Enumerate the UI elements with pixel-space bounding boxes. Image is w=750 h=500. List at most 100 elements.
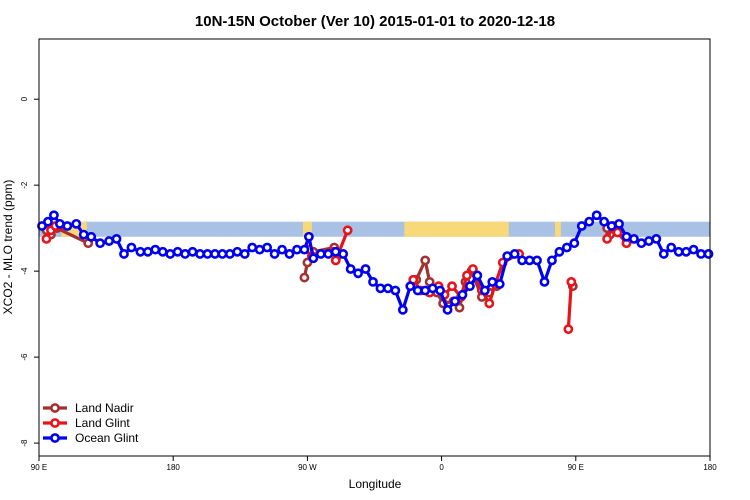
- data-point: [636, 238, 647, 249]
- data-point: [142, 246, 153, 257]
- data-point: [666, 242, 677, 253]
- y-tick-label: -2: [20, 181, 29, 189]
- data-point: [484, 298, 495, 309]
- data-point: [135, 246, 146, 257]
- y-tick-label: -6: [20, 353, 29, 361]
- data-point: [563, 324, 574, 335]
- data-point: [602, 234, 613, 244]
- data-point: [554, 246, 565, 257]
- data-point: [43, 216, 53, 227]
- legend-item-land-glint: Land Glint: [43, 416, 130, 430]
- legend-marker: [50, 418, 60, 428]
- data-point: [119, 249, 129, 259]
- data-point: [569, 238, 580, 249]
- data-point: [390, 285, 401, 296]
- legend-item-ocean-glint: Ocean Glint: [43, 431, 139, 445]
- data-point: [277, 244, 287, 255]
- series-ocean-glint: [37, 210, 714, 315]
- data-point: [232, 246, 243, 257]
- data-point: [532, 255, 542, 266]
- data-point: [269, 249, 280, 259]
- data-point: [54, 218, 65, 229]
- x-tick-label: 90 W: [298, 463, 317, 472]
- land-segment: [554, 221, 561, 237]
- legend-marker: [50, 403, 60, 413]
- data-point: [284, 249, 295, 259]
- data-point: [651, 234, 662, 244]
- data-point: [465, 281, 475, 292]
- data-point: [303, 231, 314, 242]
- x-axis-label: Longitude: [349, 477, 402, 491]
- data-point: [210, 249, 220, 259]
- data-point: [566, 276, 577, 287]
- data-point: [468, 264, 478, 274]
- data-point: [323, 249, 334, 259]
- data-point: [345, 264, 356, 274]
- data-point: [315, 249, 326, 259]
- data-point: [375, 283, 386, 294]
- data-point: [517, 255, 528, 266]
- data-point: [217, 249, 228, 259]
- x-tick-label: 180: [167, 463, 181, 472]
- data-point: [247, 242, 258, 253]
- data-point: [612, 227, 623, 238]
- data-point: [614, 218, 624, 229]
- data-point: [658, 249, 669, 259]
- y-tick-label: -4: [20, 267, 29, 275]
- data-point: [547, 255, 557, 266]
- chart-title: 10N-15N October (Ver 10) 2015-01-01 to 2…: [195, 13, 555, 30]
- data-point: [427, 283, 438, 294]
- data-point: [561, 242, 572, 253]
- data-point: [576, 221, 587, 231]
- data-point: [308, 253, 319, 264]
- legend-label: Ocean Glint: [75, 431, 139, 445]
- data-point: [383, 283, 393, 294]
- x-tick-label: 90 E: [568, 463, 584, 472]
- data-point: [420, 285, 431, 296]
- legend-item-land-nadir: Land Nadir: [43, 401, 134, 415]
- data-point: [353, 268, 363, 279]
- data-point: [224, 249, 235, 259]
- x-tick-label: 0: [439, 463, 444, 472]
- data-point: [454, 302, 465, 313]
- data-point: [509, 249, 520, 259]
- data-point: [254, 244, 265, 255]
- y-axis-label: XCO2 - MLO trend (ppm): [1, 180, 15, 315]
- data-point: [104, 236, 114, 246]
- legend-label: Land Glint: [75, 416, 130, 430]
- data-point: [71, 218, 82, 229]
- data-point: [494, 279, 505, 289]
- data-point: [95, 238, 106, 249]
- data-point: [330, 246, 341, 257]
- data-point: [202, 249, 213, 259]
- data-point: [696, 249, 706, 259]
- data-point: [338, 249, 349, 259]
- legend-marker: [50, 433, 60, 443]
- x-tick-label: 90 E: [31, 463, 47, 472]
- data-point: [299, 244, 310, 255]
- data-point: [157, 246, 168, 257]
- data-point: [681, 246, 692, 257]
- data-point: [150, 244, 161, 255]
- data-point: [435, 285, 446, 296]
- data-point: [524, 255, 535, 266]
- data-point: [673, 246, 684, 257]
- data-point: [502, 251, 513, 261]
- series-line-land-glint: [566, 281, 573, 330]
- land-segment: [302, 221, 312, 237]
- data-point: [342, 225, 353, 236]
- y-tick-label: 0: [20, 96, 29, 101]
- data-point: [195, 249, 205, 259]
- data-point: [703, 249, 714, 259]
- data-point: [49, 210, 59, 221]
- data-point: [420, 255, 431, 266]
- data-point: [239, 249, 250, 259]
- data-point: [599, 216, 610, 227]
- data-point: [180, 249, 191, 259]
- data-point: [584, 216, 595, 227]
- data-point: [412, 285, 423, 296]
- map-band: [39, 221, 710, 237]
- data-point: [86, 231, 97, 242]
- data-point: [405, 281, 416, 292]
